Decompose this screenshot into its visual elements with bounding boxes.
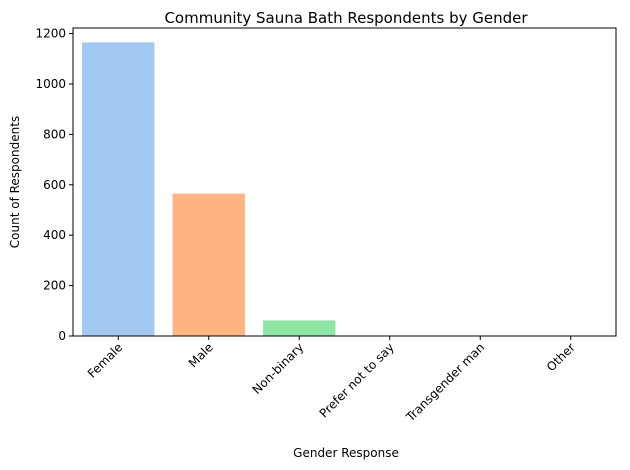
y-tick-label: 600 [43,178,66,192]
chart-title: Community Sauna Bath Respondents by Gend… [164,9,528,27]
bars-group [82,42,607,337]
y-tick-label: 200 [43,279,66,293]
bar-male [172,193,245,336]
x-tick-label: Other [544,340,578,374]
y-tick-label: 1000 [35,77,66,91]
x-axis-label: Gender Response [293,446,399,460]
y-tick-label: 400 [43,228,66,242]
y-tick-label: 0 [58,329,66,343]
bar-non-binary [263,320,336,336]
y-tick-label: 800 [43,127,66,141]
x-tick-label: Non-binary [250,340,307,397]
x-tick-label: Female [85,340,126,381]
x-tick-label: Male [186,340,216,370]
plot-frame [72,27,617,337]
x-tick-label: Transgender man [403,340,488,425]
bar-female [82,42,155,337]
x-tick-label: Prefer not to say [317,340,397,420]
y-tick-label: 1200 [35,27,66,41]
y-axis: 0 200 400 600 800 1000 1200 [35,27,73,343]
x-axis: Female Male Non-binary Prefer not to say Tra… [85,336,578,425]
y-axis-label: Count of Respondents [8,116,22,248]
